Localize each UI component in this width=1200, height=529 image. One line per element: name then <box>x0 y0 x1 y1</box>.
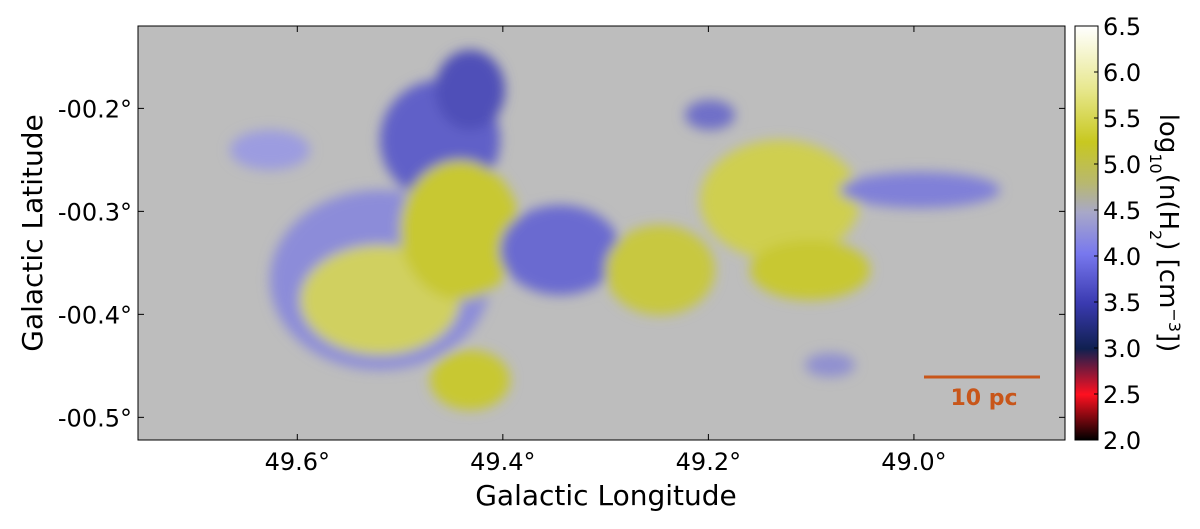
colorbar <box>1074 25 1099 441</box>
x-tick-label: 49.6° <box>265 448 330 476</box>
density-map <box>230 50 1000 410</box>
colorbar-tick-label: 5.5 <box>1103 105 1141 133</box>
colorbar-tick-label: 4.0 <box>1103 243 1141 271</box>
colorbar-tick-label: 2.5 <box>1103 381 1141 409</box>
plot-frame <box>137 25 1066 441</box>
y-tick-label: -00.3° <box>58 198 132 226</box>
colorbar-label: log10(n(H2) [cm−3]) <box>1147 114 1185 353</box>
colorbar-label-part: ]) <box>1153 332 1183 352</box>
x-tick-label: 49.4° <box>470 448 535 476</box>
scale-bar-label: 10 pc <box>950 386 1017 411</box>
x-axis-label: Galactic Longitude <box>475 479 737 512</box>
y-tick-label: -00.2° <box>58 95 132 123</box>
colorbar-label-part: 2 <box>1147 230 1166 240</box>
y-axis-label: Galactic Latitude <box>16 114 49 351</box>
colorbar-tick-label: 6.5 <box>1103 13 1141 41</box>
colorbar-label-part: ) [cm <box>1153 240 1183 308</box>
colorbar-tick-label: 3.5 <box>1103 289 1141 317</box>
y-tick-label: -00.4° <box>58 301 132 329</box>
colorbar-label-part: log <box>1153 114 1183 154</box>
x-tick-label: 49.2° <box>676 448 741 476</box>
colorbar-tick-label: 2.0 <box>1103 427 1141 455</box>
colorbar-tick-label: 5.0 <box>1103 151 1141 179</box>
y-tick-label: -00.5° <box>58 404 132 432</box>
x-tick-label: 49.0° <box>881 448 946 476</box>
colorbar-label-part: 10 <box>1147 153 1166 173</box>
colorbar-tick-label: 4.5 <box>1103 197 1141 225</box>
colorbar-label-part: (n(H <box>1153 174 1183 230</box>
colorbar-tick-label: 6.0 <box>1103 59 1141 87</box>
colorbar-tick-label: 3.0 <box>1103 335 1141 363</box>
colorbar-label-part: −3 <box>1166 308 1185 332</box>
